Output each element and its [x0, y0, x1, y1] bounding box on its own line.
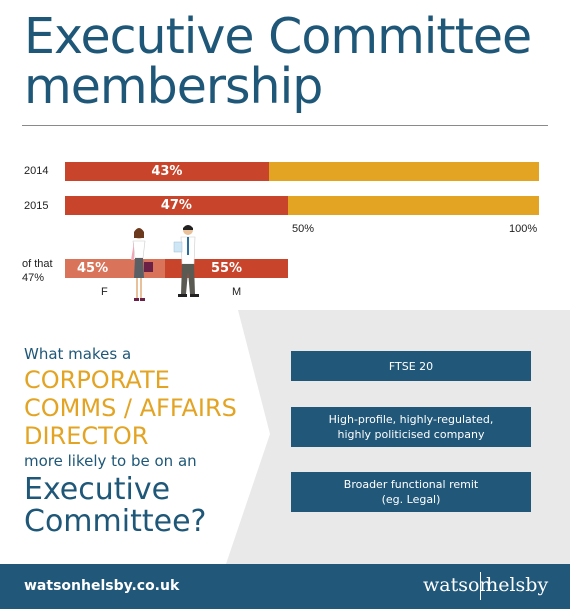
question-highlight-line-3: DIRECTOR	[24, 422, 149, 450]
bar-male-value-label: 55%	[210, 261, 243, 276]
factor-text-line-2: highly politicised company	[337, 428, 485, 441]
bar-2014-share	[65, 162, 269, 181]
year-label-2014: 2014	[24, 165, 49, 177]
footer-bar: watsonhelsby.co.uk watson helsby	[0, 564, 570, 609]
question-big-line-2: Committee?	[24, 504, 207, 539]
factor-box-regulated-company: High-profile, highly-regulated, highly p…	[291, 407, 531, 447]
page-title: Executive Committee membership	[24, 8, 532, 115]
gender-label-male: M	[232, 286, 242, 298]
businesswoman-figure	[131, 228, 153, 301]
brand-logo-right: helsby	[486, 574, 549, 596]
bar-2015-value-label: 47%	[160, 198, 192, 213]
brand-logo-divider	[480, 572, 481, 600]
bar-2015-share	[65, 196, 288, 215]
factor-box-ftse20: FTSE 20	[291, 351, 531, 381]
factor-text-line-1: High-profile, highly-regulated,	[328, 413, 494, 426]
title-divider	[22, 125, 548, 126]
question-big-line-1: Executive	[24, 472, 171, 507]
factor-text-line-1: Broader functional remit	[343, 478, 479, 491]
question-lead: What makes a	[24, 345, 132, 363]
question-highlight-line-2: COMMS / AFFAIRS	[24, 394, 237, 422]
tick-label-50: 50%	[292, 223, 315, 235]
bar-2014-value-label: 43%	[151, 164, 183, 179]
bar-2015-remainder	[287, 196, 539, 215]
year-label-2015: 2015	[24, 200, 49, 212]
sub-breakdown-label: of that 47%	[22, 258, 53, 284]
brand-logo-left: watson	[423, 574, 492, 596]
bar-male	[165, 259, 288, 278]
factor-text: FTSE 20	[388, 359, 434, 373]
factor-box-functional-remit: Broader functional remit (eg. Legal)	[291, 472, 531, 512]
question-middle: more likely to be on an	[24, 452, 197, 470]
bar-female-value-label: 45%	[77, 261, 109, 276]
businesspeople-illustration	[131, 225, 199, 301]
tick-label-100: 100%	[509, 223, 538, 235]
factor-text-line-2: (eg. Legal)	[381, 493, 441, 506]
businessman-figure	[173, 225, 199, 297]
gender-label-female: F	[101, 286, 108, 298]
bar-2014-remainder	[268, 162, 539, 181]
question-highlight-line-1: CORPORATE	[24, 366, 170, 394]
website-link[interactable]: watsonhelsby.co.uk	[24, 578, 180, 594]
